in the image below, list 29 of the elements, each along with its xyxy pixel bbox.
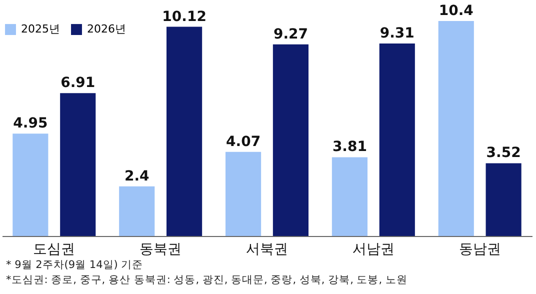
bar xyxy=(119,186,155,236)
data-label: 6.91 xyxy=(60,75,96,92)
data-label: 10.4 xyxy=(438,3,474,19)
x-tick-label: 도심권 xyxy=(33,242,76,258)
data-label: 4.07 xyxy=(226,134,261,150)
legend-label: 2025년 xyxy=(21,22,60,36)
bar xyxy=(486,163,522,236)
x-tick-label: 서북권 xyxy=(246,242,288,258)
data-label: 3.52 xyxy=(486,145,521,162)
bar xyxy=(272,44,309,236)
legend-label: 2026년 xyxy=(87,22,126,36)
data-label: 2.4 xyxy=(124,168,150,184)
data-label: 9.27 xyxy=(273,26,308,42)
x-tick-label: 동북권 xyxy=(140,242,182,258)
bar xyxy=(438,21,474,236)
text: *도심권: 종로, 중구, 용산 동북권: 성동, 광진, 동대문, 중랑, 성북, 강북, 도봉, 노원 xyxy=(5,273,408,288)
bar xyxy=(225,152,262,236)
data-label: 4.95 xyxy=(13,116,48,132)
x-tick-label: 동남권 xyxy=(458,242,501,258)
bar xyxy=(12,134,48,236)
bar xyxy=(166,26,202,236)
data-label: 10.12 xyxy=(162,8,206,25)
x-tick-label: 서남권 xyxy=(352,242,394,258)
text: * 9월 2주차(9월 14일) 기준 xyxy=(5,258,144,273)
bar xyxy=(379,44,415,236)
bar xyxy=(60,93,96,236)
bar xyxy=(332,157,368,236)
data-label: 9.31 xyxy=(380,26,414,42)
data-label: 3.81 xyxy=(332,139,367,156)
